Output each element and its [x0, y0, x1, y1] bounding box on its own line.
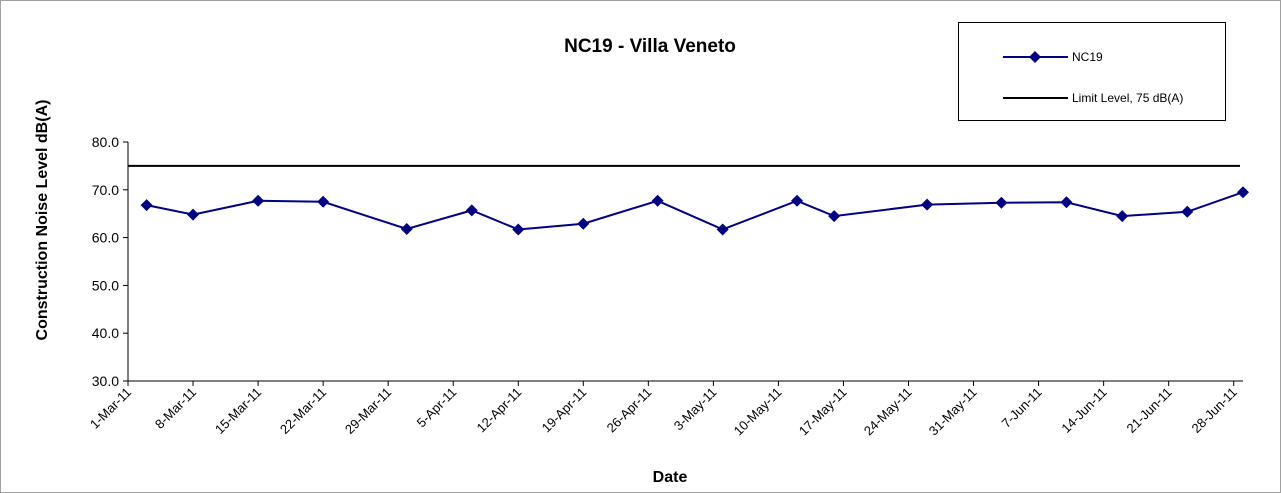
- data-point: [140, 199, 153, 212]
- data-point: [1116, 210, 1129, 223]
- data-point: [791, 194, 803, 207]
- data-point: [716, 223, 729, 236]
- y-tick-label: 60.0: [92, 230, 119, 246]
- data-point: [400, 222, 413, 235]
- data-point: [577, 217, 590, 230]
- chart-title: NC19 - Villa Veneto: [564, 36, 736, 57]
- y-tick-label: 80.0: [92, 134, 119, 150]
- data-point: [465, 204, 478, 217]
- data-point: [1237, 186, 1249, 199]
- data-point: [1060, 196, 1073, 209]
- legend-label: NC19: [1072, 50, 1103, 64]
- data-point: [252, 194, 265, 207]
- legend-label: Limit Level, 75 dB(A): [1072, 91, 1183, 105]
- y-axis-label: Construction Noise Level dB(A): [34, 100, 51, 341]
- y-tick-label: 70.0: [92, 182, 119, 198]
- data-point: [828, 210, 841, 223]
- data-point: [651, 194, 664, 207]
- y-tick-label: 30.0: [92, 373, 119, 389]
- data-point: [921, 198, 934, 211]
- data-point: [1181, 205, 1194, 218]
- y-tick-label: 40.0: [92, 325, 119, 341]
- legend-box: [958, 22, 1226, 121]
- data-point: [187, 208, 200, 221]
- data-point: [995, 196, 1008, 209]
- x-axis-label: Date: [653, 469, 688, 486]
- legend-marker: [1029, 51, 1041, 63]
- series-line: [146, 191, 1244, 231]
- y-tick-label: 50.0: [92, 277, 119, 293]
- data-point: [317, 195, 330, 208]
- data-point: [512, 223, 525, 236]
